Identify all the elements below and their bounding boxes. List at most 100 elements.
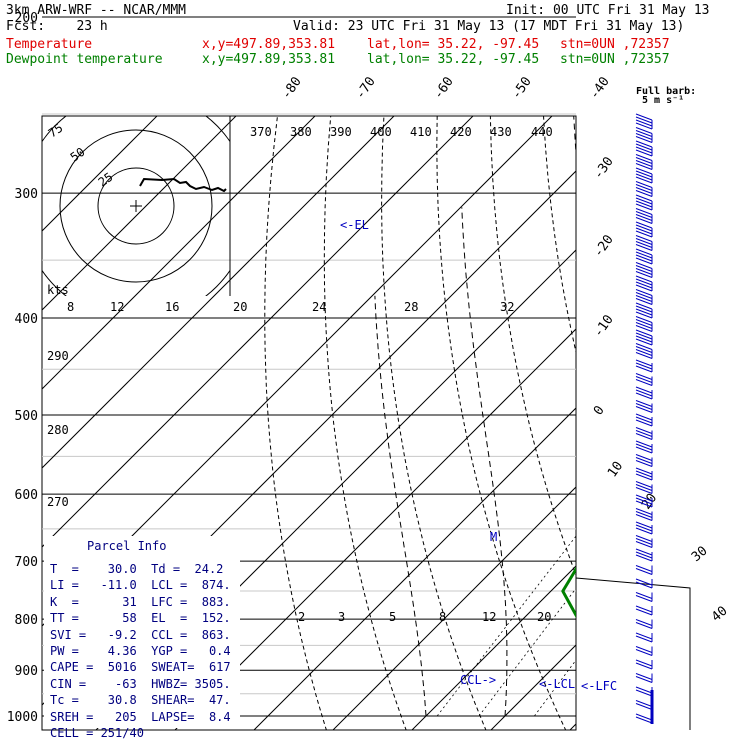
isotherm-label: -10	[591, 312, 617, 340]
isotherm-label: 40	[709, 604, 731, 626]
theta-label: 390	[330, 125, 352, 139]
hodograph-center-cross	[130, 200, 142, 212]
theta-label: 420	[450, 125, 472, 139]
wind-barb	[636, 276, 652, 291]
wind-barb	[636, 566, 652, 575]
wind-barb	[636, 114, 652, 129]
wind-barb	[636, 128, 652, 143]
dry-adiabat	[542, 0, 730, 737]
mixing-ratio-label: 2	[298, 610, 305, 624]
hodograph-x-tick: 12	[110, 300, 124, 314]
isotherm-label: -50	[509, 74, 535, 102]
lfc-marker: <-LFC	[581, 679, 617, 693]
dry-adiabat	[324, 0, 424, 737]
wind-barb	[636, 374, 652, 386]
theta-side-label: 270	[47, 495, 69, 509]
isotherm-label: -70	[353, 74, 379, 102]
mixing-ratio-label: 5	[389, 610, 396, 624]
wind-barb	[636, 344, 652, 359]
wind-barb	[636, 195, 652, 210]
dry-adiabat	[591, 0, 740, 737]
theta-label: 380	[290, 125, 312, 139]
wind-barb	[636, 522, 652, 534]
parcel-info-row: CELL = 251/40	[50, 725, 231, 741]
wind-barb	[636, 303, 652, 318]
mixing-ratio-label: 3	[338, 610, 345, 624]
theta-label: 440	[531, 125, 553, 139]
wind-barb	[636, 633, 652, 642]
isotherm	[642, 0, 740, 737]
pressure-label: 500	[15, 409, 38, 424]
wind-barb	[636, 687, 652, 696]
barb-legend-value: 5 m s⁻¹	[642, 95, 684, 106]
wind-barb	[636, 468, 652, 480]
dry-adiabat	[437, 0, 569, 737]
isotherm-label: 30	[689, 544, 711, 566]
isotherm-label: 0	[591, 403, 608, 418]
parcel-info-row: LI = -11.0 LCL = 874.	[50, 577, 231, 593]
pressure-label: 600	[15, 488, 38, 503]
isotherm-label: -60	[431, 74, 457, 102]
parcel-info-row: CIN = -63 HWBZ= 3505.	[50, 676, 231, 692]
isotherm-label: 20	[639, 491, 660, 512]
wind-barb	[636, 674, 652, 683]
isotherm-label: 10	[605, 459, 626, 480]
pressure-label: 800	[15, 613, 38, 628]
pressure-label: 700	[15, 555, 38, 570]
wind-barb	[636, 317, 652, 332]
pressure-label: 1000	[7, 710, 38, 725]
el-marker: <-EL	[340, 218, 369, 232]
moist-adiabat	[663, 17, 740, 716]
wind-barb	[636, 263, 652, 278]
hodograph-ring-label: 75	[46, 121, 66, 141]
wind-barb	[636, 441, 652, 453]
wind-barb	[636, 701, 652, 710]
parcel-info-row: K = 31 LFC = 883.	[50, 594, 231, 610]
mixing-ratio-label: 12	[482, 610, 496, 624]
pressure-label: 900	[15, 664, 38, 679]
wind-barb	[636, 428, 652, 440]
wind-barb	[636, 536, 652, 548]
parcel-info-row: TT = 58 EL = 152.	[50, 610, 231, 626]
wind-barb	[636, 387, 652, 399]
wind-barb	[636, 168, 652, 183]
parcel-info-row: CAPE = 5016 SWEAT= 617	[50, 659, 231, 675]
wind-barb	[636, 330, 652, 345]
wind-barb	[636, 620, 652, 629]
dry-adiabat	[490, 0, 649, 737]
diagram-edge	[576, 578, 690, 730]
parcel-info-row: PW = 4.36 YGP = 0.4	[50, 643, 231, 659]
moist-adiabat	[375, 296, 426, 716]
isotherm-label: -80	[279, 74, 305, 102]
theta-label: 370	[250, 125, 272, 139]
hodograph-x-tick: 8	[67, 300, 74, 314]
hodograph-x-tick: 32	[500, 300, 514, 314]
theta-side-label: 280	[47, 423, 69, 437]
isotherm-label: -20	[591, 232, 617, 260]
hodograph-x-tick: 16	[165, 300, 179, 314]
wind-barb	[636, 593, 652, 602]
pressure-label: 300	[15, 187, 38, 202]
wind-barb	[636, 401, 652, 413]
mixing-ratio-label: 8	[439, 610, 446, 624]
moist-adiabat	[573, 96, 609, 716]
wind-barb	[636, 647, 652, 656]
hodograph-labels: 25 50 75 kts 8 12 16 20 24 28 32	[46, 121, 515, 314]
dry-adiabat	[732, 0, 740, 737]
dry-adiabat	[382, 0, 489, 737]
hodograph-x-tick: 24	[312, 300, 326, 314]
ccl-marker: CCL->	[460, 673, 496, 687]
lcl-marker: <-LCL	[539, 677, 575, 691]
m-marker: M	[490, 530, 497, 544]
parcel-info-row: T = 30.0 Td = 24.2	[50, 561, 231, 577]
isotherm-label: -30	[591, 154, 617, 182]
mixing-ratio-labels: 2 3 5 8 12 20	[298, 610, 551, 624]
wind-barb	[636, 455, 652, 467]
hodograph-x-tick: 28	[404, 300, 418, 314]
moist-adiabat	[462, 207, 507, 716]
theta-labels: 370 380 390 400 410 420 430 440 290 280 …	[47, 125, 553, 509]
moist-adiabat	[726, 17, 740, 716]
wind-barb	[636, 182, 652, 197]
wind-barb	[636, 141, 652, 156]
